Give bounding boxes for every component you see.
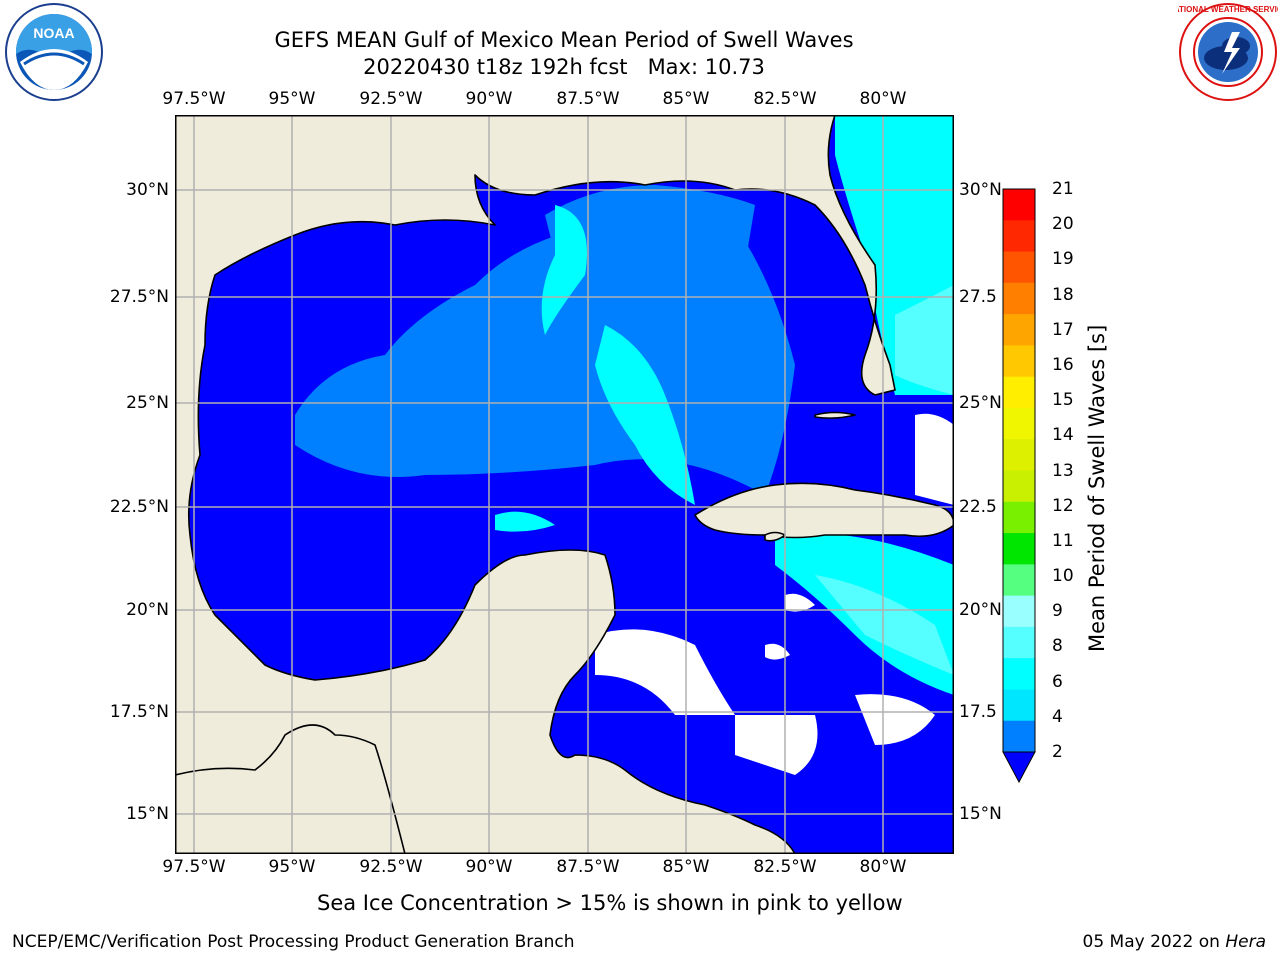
lat-tick-right: 22.5	[959, 497, 997, 517]
footer-credit: NCEP/EMC/Verification Post Processing Pr…	[12, 932, 575, 952]
colorbar-segments	[1003, 189, 1035, 753]
lat-tick-left: 17.5°N	[109, 702, 169, 722]
colorbar-tick-label: 4	[1052, 706, 1063, 727]
colorbar-segment	[1003, 564, 1035, 597]
lon-tick-top: 85°W	[662, 89, 710, 109]
colorbar-tick-label: 9	[1052, 601, 1063, 622]
lon-tick-bottom: 87.5°W	[556, 857, 620, 877]
colorbar-tick-label: 15	[1052, 390, 1074, 411]
chart-title-line2: 20220430 t18z 192h fcst Max: 10.73	[363, 55, 765, 79]
colorbar-tick-label: 21	[1052, 179, 1074, 199]
colorbar-segment	[1003, 689, 1035, 722]
lat-tick-left: 22.5°N	[109, 497, 169, 517]
colorbar-tick-label: 12	[1052, 495, 1074, 516]
lat-tick-right: 17.5	[959, 702, 997, 722]
chart-title-line1: GEFS MEAN Gulf of Mexico Mean Period of …	[274, 28, 854, 52]
colorbar-segment	[1003, 314, 1035, 346]
colorbar-tick-label: 16	[1052, 354, 1074, 375]
colorbar-extend-triangle	[1002, 751, 1036, 784]
lat-tick-right: 15°N	[959, 804, 1002, 824]
colorbar-tick-label: 10	[1052, 566, 1074, 587]
map-gridlines	[175, 115, 954, 854]
lon-tick-top: 92.5°W	[359, 89, 423, 109]
colorbar-tick-label: 8	[1052, 636, 1063, 657]
colorbar-segment	[1003, 720, 1035, 753]
colorbar-segment	[1003, 533, 1035, 565]
lon-tick-bottom: 95°W	[268, 857, 316, 877]
lat-tick-left: 25°N	[126, 393, 169, 413]
lat-tick-right: 30°N	[959, 180, 1002, 200]
colorbar-segment	[1003, 407, 1035, 440]
lat-tick-left: 30°N	[126, 180, 169, 200]
footer-date-text: 05 May 2022 on	[1082, 932, 1226, 952]
lat-tick-left: 27.5°N	[109, 287, 169, 307]
noaa-logo-icon: NOAA	[5, 3, 103, 101]
colorbar-segment	[1003, 626, 1035, 659]
lat-tick-left: 20°N	[126, 600, 169, 620]
lon-tick-bottom: 82.5°W	[753, 857, 817, 877]
colorbar-segment	[1003, 658, 1035, 690]
colorbar-segment	[1003, 345, 1035, 378]
colorbar-segment	[1003, 189, 1035, 221]
lon-tick-bottom: 90°W	[465, 857, 513, 877]
colorbar-tick-label: 14	[1052, 425, 1074, 446]
lon-tick-top: 90°W	[465, 89, 513, 109]
map-plot	[175, 115, 954, 854]
lon-tick-bottom: 80°W	[859, 857, 907, 877]
colorbar-tick-label: 2	[1052, 742, 1063, 762]
svg-text:NATIONAL WEATHER SERVICE: NATIONAL WEATHER SERVICE	[1178, 5, 1278, 14]
colorbar-tick-label: 6	[1052, 671, 1063, 692]
lon-tick-bottom: 92.5°W	[359, 857, 423, 877]
lat-tick-right: 20°N	[959, 600, 1002, 620]
lon-tick-bottom: 85°W	[662, 857, 710, 877]
lon-tick-top: 87.5°W	[556, 89, 620, 109]
lon-tick-bottom: 97.5°W	[162, 857, 226, 877]
colorbar-tick-label: 19	[1052, 249, 1074, 270]
lat-tick-right: 27.5	[959, 287, 997, 307]
map-frame	[175, 115, 954, 854]
colorbar-segment	[1003, 470, 1035, 503]
colorbar-segment	[1003, 282, 1035, 315]
colorbar-frame	[1002, 188, 1036, 753]
colorbar-label: Mean Period of Swell Waves [s]	[1085, 324, 1109, 652]
footer-date: 05 May 2022 on Hera	[1083, 932, 1267, 952]
colorbar-tick-label: 13	[1052, 460, 1074, 481]
lon-tick-top: 97.5°W	[162, 89, 226, 109]
noaa-logo-text: NOAA	[33, 25, 74, 41]
footer-machine: Hera	[1225, 932, 1266, 952]
lon-tick-top: 82.5°W	[753, 89, 817, 109]
colorbar-segment	[1003, 376, 1035, 409]
swell-field-4-6s	[541, 205, 587, 335]
colorbar-tick-label: 18	[1052, 284, 1074, 305]
colorbar-tick-label: 11	[1052, 530, 1074, 551]
colorbar-tick-label: 20	[1052, 214, 1074, 235]
colorbar-segment	[1003, 439, 1035, 471]
colorbar-segment	[1003, 251, 1035, 284]
lat-tick-right: 25°N	[959, 393, 1002, 413]
lon-tick-top: 80°W	[859, 89, 907, 109]
land-masses	[175, 115, 954, 854]
lat-tick-left: 15°N	[126, 804, 169, 824]
colorbar-segment	[1003, 220, 1035, 253]
nws-logo-icon: NATIONAL WEATHER SERVICE	[1178, 3, 1278, 101]
missing-data-areas	[595, 413, 954, 775]
colorbar-tick-label: 17	[1052, 319, 1074, 340]
colorbar	[1002, 188, 1036, 784]
colorbar-segment	[1003, 595, 1035, 628]
colorbar-segment	[1003, 501, 1035, 534]
sea-ice-note: Sea Ice Concentration > 15% is shown in …	[317, 891, 903, 915]
lon-tick-top: 95°W	[268, 89, 316, 109]
